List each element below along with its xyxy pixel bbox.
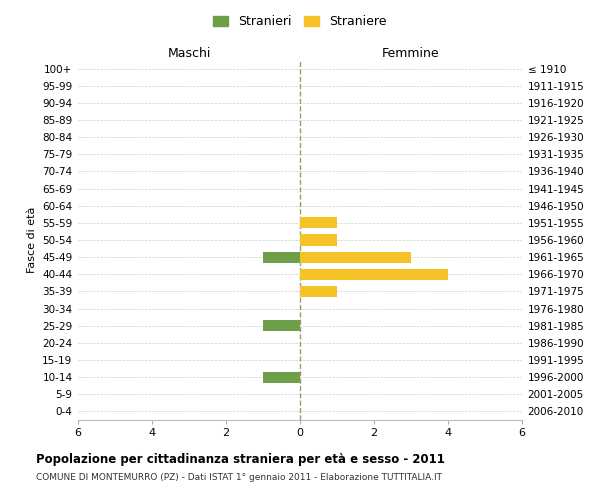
Text: COMUNE DI MONTEMURRO (PZ) - Dati ISTAT 1° gennaio 2011 - Elaborazione TUTTITALIA: COMUNE DI MONTEMURRO (PZ) - Dati ISTAT 1… bbox=[36, 472, 442, 482]
Bar bbox=[300, 268, 448, 280]
Bar bbox=[263, 320, 300, 332]
Bar bbox=[263, 252, 300, 262]
Bar bbox=[263, 372, 300, 382]
Bar bbox=[300, 234, 337, 246]
Bar bbox=[300, 218, 337, 228]
Bar bbox=[300, 286, 337, 297]
Y-axis label: Fasce di età: Fasce di età bbox=[26, 207, 37, 273]
Text: Femmine: Femmine bbox=[382, 47, 440, 60]
Legend: Stranieri, Straniere: Stranieri, Straniere bbox=[209, 11, 391, 32]
Text: Maschi: Maschi bbox=[167, 47, 211, 60]
Bar bbox=[300, 252, 411, 262]
Text: Popolazione per cittadinanza straniera per età e sesso - 2011: Popolazione per cittadinanza straniera p… bbox=[36, 452, 445, 466]
